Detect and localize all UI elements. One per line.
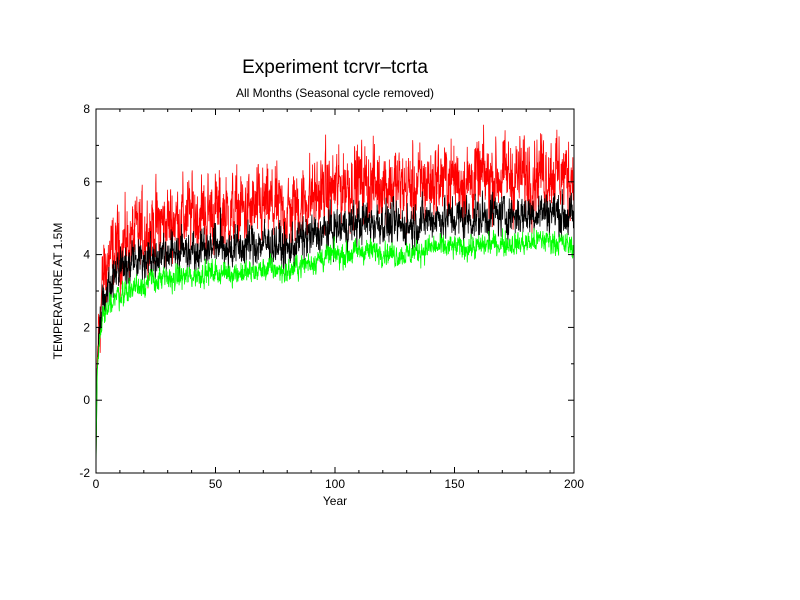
x-tick-label: 50 bbox=[209, 477, 223, 491]
x-axis: 0 50 100 150 200 bbox=[93, 109, 584, 491]
series-line-3 bbox=[95, 228, 575, 468]
series-line-1 bbox=[95, 124, 575, 465]
chart-title: Experiment tcrvr–tcrta bbox=[242, 57, 428, 78]
x-tick-label: 0 bbox=[93, 477, 100, 491]
x-axis-label: Year bbox=[323, 494, 347, 508]
y-axis: -2 0 2 4 6 8 bbox=[79, 102, 574, 480]
x-tick-label: 200 bbox=[564, 477, 584, 491]
y-tick-label: 4 bbox=[83, 248, 90, 262]
y-tick-label: 0 bbox=[83, 393, 90, 407]
y-tick-label: 2 bbox=[83, 320, 90, 334]
y-tick-label: 6 bbox=[83, 175, 90, 189]
chart-subtitle: All Months (Seasonal cycle removed) bbox=[236, 86, 434, 100]
x-tick-label: 150 bbox=[444, 477, 464, 491]
series-line-2 bbox=[95, 189, 575, 462]
y-tick-label: 8 bbox=[83, 102, 90, 116]
y-tick-label: -2 bbox=[79, 466, 90, 480]
x-tick-label: 100 bbox=[325, 477, 345, 491]
y-axis-label: TEMPERATURE AT 1.5M bbox=[51, 223, 65, 360]
plot-series bbox=[95, 124, 575, 468]
